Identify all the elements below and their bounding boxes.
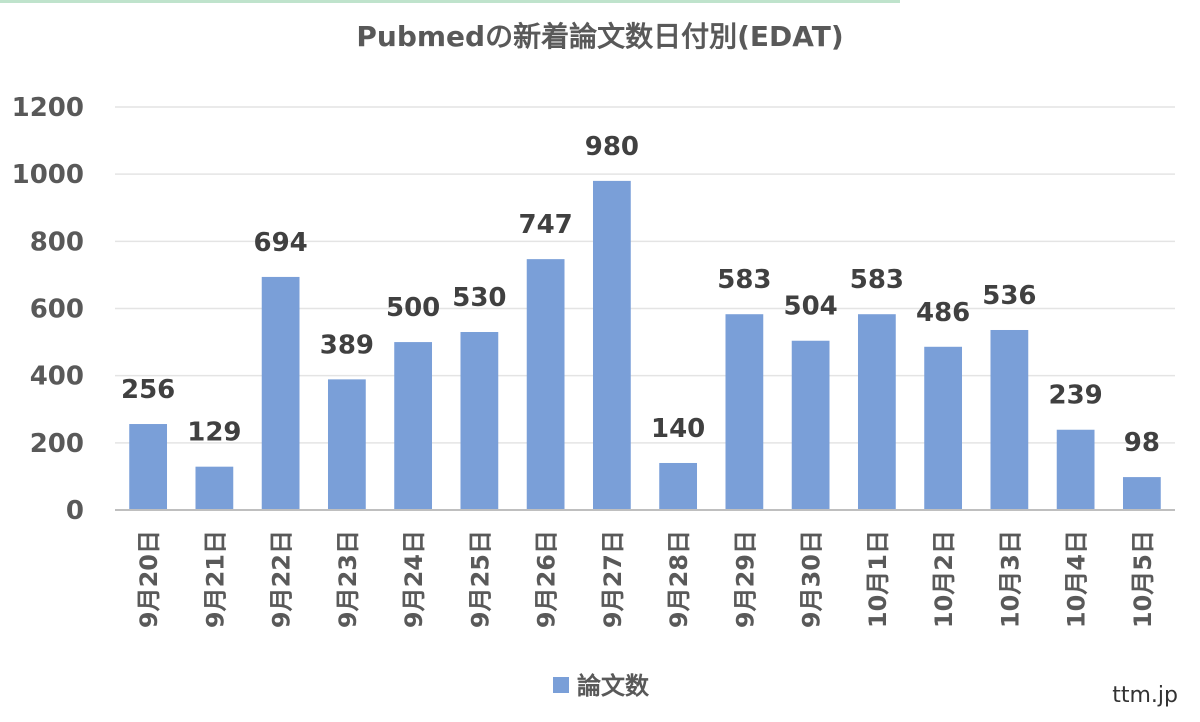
data-label: 504 — [783, 292, 837, 322]
bar — [327, 379, 366, 510]
x-tick-label: 9月30日 — [798, 530, 826, 628]
y-tick-label: 600 — [30, 295, 84, 325]
bar — [129, 424, 168, 510]
x-tick-label: 10月3日 — [996, 530, 1024, 628]
x-tick-label: 9月28日 — [665, 530, 693, 628]
y-tick-label: 0 — [66, 496, 84, 526]
x-tick-label: 9月29日 — [731, 530, 759, 628]
data-label: 583 — [717, 265, 771, 295]
x-tick-label: 9月27日 — [599, 530, 627, 628]
bar — [261, 276, 300, 510]
bar — [592, 180, 631, 510]
x-tick-label: 10月1日 — [864, 530, 892, 628]
bar — [526, 259, 565, 510]
data-label: 500 — [386, 293, 440, 323]
legend-swatch — [553, 677, 569, 693]
x-tick-label: 9月24日 — [400, 530, 428, 628]
data-label: 239 — [1048, 381, 1102, 411]
bar — [1056, 429, 1095, 510]
x-tick-label: 9月20日 — [135, 530, 163, 628]
x-tick-label: 9月26日 — [533, 530, 561, 628]
bar — [394, 342, 433, 510]
data-label: 583 — [850, 265, 904, 295]
y-tick-label: 1200 — [12, 93, 84, 123]
bar — [990, 329, 1029, 510]
x-tick-label: 9月23日 — [334, 530, 362, 628]
data-label: 256 — [121, 375, 175, 405]
x-axis: 9月20日 9月21日 9月22日 9月23日 9月24日 9月25日 9月26日 9月27日… — [115, 509, 1175, 628]
y-axis: 0 200 400 600 800 1000 1200 — [12, 93, 84, 526]
x-tick-label: 10月5日 — [1129, 530, 1157, 628]
data-label: 747 — [518, 210, 572, 240]
bar — [659, 462, 698, 510]
legend: 論文数 — [553, 672, 650, 700]
data-label: 980 — [585, 132, 639, 162]
x-tick-label: 10月4日 — [1063, 530, 1091, 628]
chart-title: Pubmedの新着論文数日付別(EDAT) — [356, 20, 843, 53]
bars — [129, 180, 1161, 510]
data-label: 98 — [1124, 428, 1160, 458]
bar — [195, 466, 234, 510]
y-tick-label: 800 — [30, 227, 84, 257]
x-tick-label: 9月25日 — [466, 530, 494, 628]
data-label: 486 — [916, 298, 970, 328]
bar — [857, 314, 896, 510]
y-tick-label: 200 — [30, 429, 84, 459]
bar — [460, 332, 499, 510]
top-accent-line — [0, 0, 900, 3]
x-tick-label: 10月2日 — [930, 530, 958, 628]
data-label: 389 — [320, 330, 374, 360]
data-label: 536 — [982, 281, 1036, 311]
data-label: 530 — [452, 283, 506, 313]
data-label: 694 — [253, 228, 307, 258]
watermark: ttm.jp — [1112, 683, 1178, 708]
data-label: 129 — [187, 418, 241, 448]
bar — [725, 314, 764, 510]
x-tick-label: 9月22日 — [268, 530, 296, 628]
x-tick-label: 9月21日 — [201, 530, 229, 628]
bar — [924, 346, 963, 510]
y-tick-label: 1000 — [12, 160, 84, 190]
bar — [1122, 477, 1161, 510]
data-labels: 256 129 694 389 500 530 747 980 140 583 504 583 486 5… — [121, 132, 1160, 458]
y-tick-label: 400 — [30, 362, 84, 392]
data-label: 140 — [651, 414, 705, 444]
bar — [791, 340, 830, 510]
legend-label: 論文数 — [577, 672, 650, 700]
